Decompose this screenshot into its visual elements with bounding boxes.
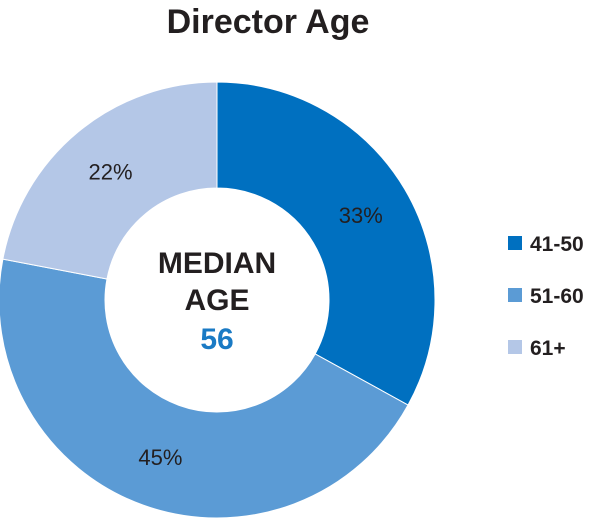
- center-median-value: 56: [200, 323, 233, 356]
- legend: 41-50 51-60 61+: [508, 233, 584, 360]
- legend-swatch-61+: [508, 340, 522, 354]
- legend-label-41-50: 41-50: [530, 233, 584, 256]
- center-label-line2: AGE: [184, 284, 249, 317]
- slice-labels-group: 33% 45% 22%: [89, 159, 383, 470]
- slice-label-61+: 22%: [89, 159, 133, 184]
- legend-label-51-60: 51-60: [530, 285, 584, 308]
- legend-label-61+: 61+: [530, 337, 566, 360]
- slice-label-41-50: 33%: [339, 203, 383, 228]
- center-label-line1: MEDIAN: [158, 247, 276, 280]
- slice-51-60: [0, 258, 409, 518]
- chart-title: Director Age: [167, 3, 370, 41]
- legend-swatch-41-50: [508, 236, 522, 250]
- legend-swatch-51-60: [508, 288, 522, 302]
- slice-61+: [2, 81, 218, 280]
- slice-41-50: [216, 81, 436, 406]
- slices-group: [0, 81, 436, 518]
- slice-label-51-60: 45%: [138, 445, 182, 470]
